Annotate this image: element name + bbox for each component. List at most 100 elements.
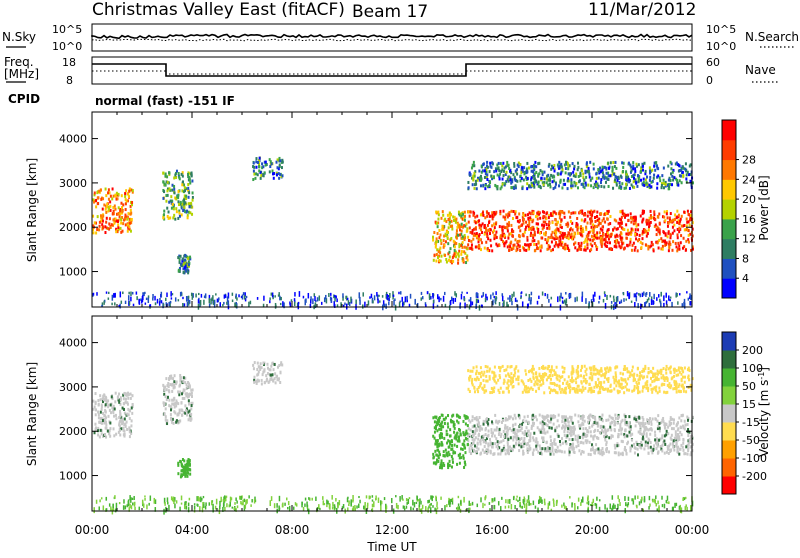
data-cell: [529, 437, 531, 440]
data-cell: [635, 222, 637, 225]
data-cell: [527, 213, 529, 216]
data-cell: [166, 189, 168, 192]
data-cell: [446, 430, 448, 433]
data-cell: [176, 210, 178, 213]
data-cell: [554, 186, 556, 189]
data-cell: [636, 225, 638, 228]
data-cell: [549, 222, 551, 225]
data-cell: [170, 418, 172, 421]
data-cell: [543, 221, 545, 224]
data-cell: [517, 220, 519, 223]
data-cell: [265, 374, 267, 377]
data-cell: [162, 172, 164, 175]
data-cell: [186, 296, 188, 302]
data-cell: [653, 294, 655, 299]
data-cell: [182, 380, 184, 383]
data-cell: [591, 244, 593, 247]
data-cell: [263, 368, 265, 371]
data-cell: [673, 176, 675, 179]
data-cell: [675, 430, 677, 433]
data-cell: [539, 232, 541, 235]
data-cell: [516, 173, 518, 176]
data-cell: [108, 188, 110, 191]
data-cell: [635, 447, 637, 450]
data-cell: [584, 433, 586, 436]
nsky-trace: [92, 35, 692, 39]
data-cell: [136, 296, 138, 300]
data-cell: [188, 202, 190, 205]
data-cell: [509, 297, 511, 302]
data-cell: [112, 187, 114, 190]
data-cell: [542, 227, 544, 230]
data-cell: [667, 232, 669, 235]
data-cell: [586, 240, 588, 243]
data-cell: [614, 428, 616, 431]
data-cell: [187, 464, 189, 467]
data-cell: [126, 413, 128, 416]
data-cell: [518, 212, 520, 215]
data-cell: [533, 383, 535, 386]
data-cell: [176, 381, 178, 384]
data-cell: [467, 181, 469, 184]
data-cell: [480, 439, 482, 442]
data-cell: [665, 234, 667, 237]
data-cell: [486, 210, 488, 213]
data-cell: [683, 237, 685, 240]
data-cell: [620, 231, 622, 234]
data-cell: [551, 365, 553, 368]
data-cell: [111, 395, 113, 398]
data-cell: [673, 439, 675, 442]
data-cell: [615, 161, 617, 164]
beam-label: Beam 17: [352, 2, 428, 22]
data-cell: [183, 206, 185, 209]
data-cell: [467, 439, 469, 442]
data-cell: [497, 440, 499, 443]
data-cell: [682, 449, 684, 452]
data-cell: [445, 416, 447, 419]
data-cell: [642, 437, 644, 440]
data-cell: [654, 434, 656, 437]
data-cell: [168, 210, 170, 213]
data-cell: [531, 220, 533, 223]
data-cell: [127, 392, 129, 395]
data-cell: [571, 233, 573, 236]
data-cell: [513, 162, 515, 165]
data-cell: [671, 418, 673, 421]
data-cell: [438, 229, 440, 232]
data-cell: [627, 229, 629, 232]
data-cell: [440, 217, 442, 220]
data-region: [467, 210, 694, 253]
data-cell: [548, 216, 550, 219]
data-cell: [540, 177, 542, 180]
data-cell: [434, 431, 436, 434]
data-cell: [222, 304, 224, 306]
data-cell: [472, 229, 474, 232]
data-cell: [676, 369, 678, 372]
data-cell: [648, 219, 650, 222]
data-cell: [130, 297, 132, 302]
data-cell: [272, 379, 274, 382]
data-cell: [118, 206, 120, 209]
data-cell: [654, 218, 656, 221]
data-cell: [190, 202, 192, 205]
data-cell: [111, 303, 113, 306]
data-cell: [651, 449, 653, 452]
data-cell: [534, 231, 536, 234]
data-cell: [374, 295, 376, 300]
data-cell: [523, 214, 525, 217]
data-cell: [688, 298, 690, 301]
data-cell: [261, 379, 263, 382]
data-cell: [636, 443, 638, 446]
data-cell: [472, 430, 474, 433]
data-cell: [492, 442, 494, 445]
data-cell: [504, 234, 506, 237]
data-cell: [172, 216, 174, 219]
data-cell: [532, 234, 534, 237]
data-cell: [501, 226, 503, 229]
data-cell: [446, 442, 448, 445]
data-cell: [105, 194, 107, 197]
data-cell: [664, 452, 666, 455]
data-cell: [491, 434, 493, 437]
data-cell: [94, 221, 96, 224]
data-cell: [646, 418, 648, 421]
